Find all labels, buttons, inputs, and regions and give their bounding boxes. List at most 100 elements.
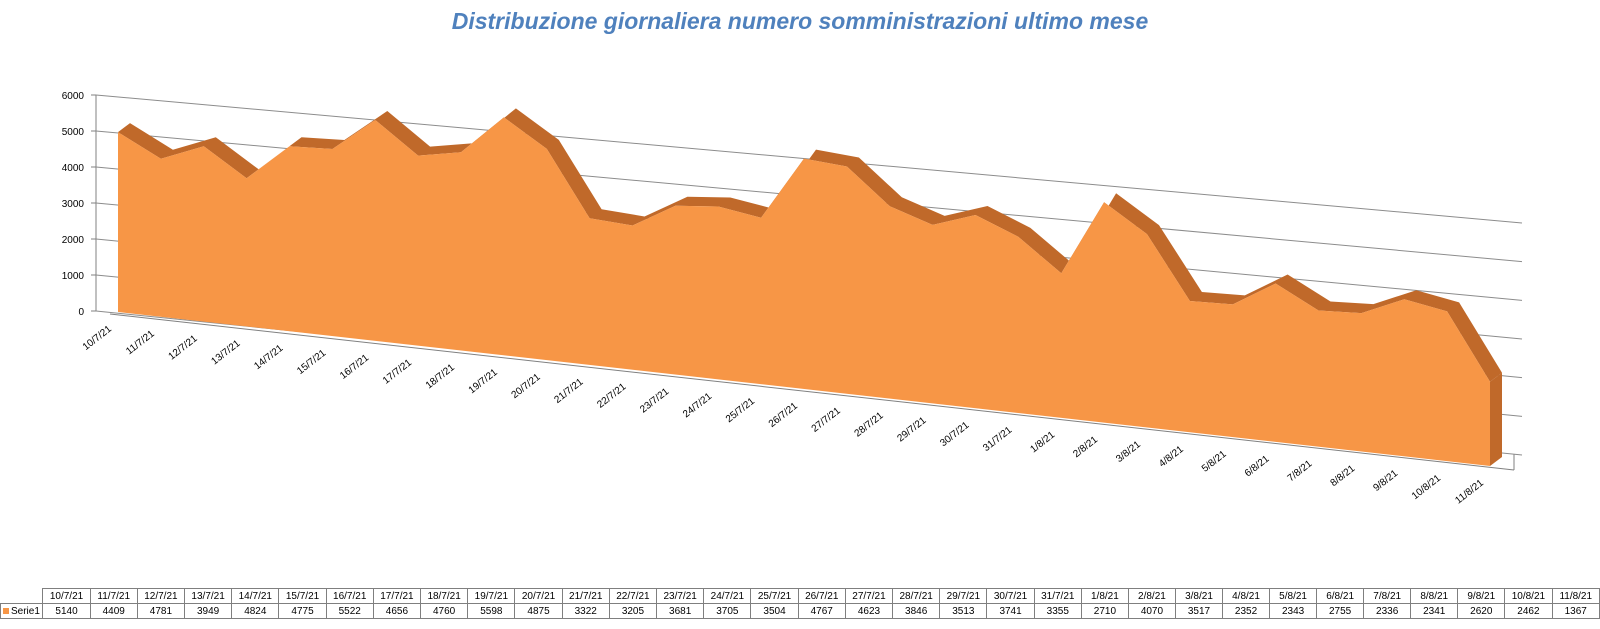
data-table-row: Serie1 5140 4409 4781 3949 4824 4775 5522 4656 47… xyxy=(0,603,1600,619)
legend-series-name: Serie1 xyxy=(11,605,40,617)
x-tick-label: 6/8/21 xyxy=(1243,453,1272,479)
table-header-cell: 28/7/21 xyxy=(892,588,941,604)
x-tick-label: 28/7/21 xyxy=(853,410,886,439)
table-value-cell: 2755 xyxy=(1316,603,1365,619)
table-value-cell: 1367 xyxy=(1551,603,1600,619)
x-axis-line xyxy=(109,313,1515,471)
table-header-cell: 26/7/21 xyxy=(797,588,846,604)
x-tick-label: 7/8/21 xyxy=(1286,458,1315,484)
table-value-cell: 4070 xyxy=(1127,603,1176,619)
area-series xyxy=(117,108,1502,467)
x-tick-label: 14/7/21 xyxy=(252,343,285,372)
table-header-cell: 15/7/21 xyxy=(278,588,327,604)
table-header-cell: 17/7/21 xyxy=(372,588,422,604)
x-tick-label: 3/8/21 xyxy=(1114,439,1143,465)
table-value-cell: 2462 xyxy=(1504,603,1553,619)
y-tick-label: 1000 xyxy=(62,271,85,282)
table-header-cell: 30/7/21 xyxy=(986,588,1035,604)
table-value-cell: 4409 xyxy=(89,603,138,619)
table-header-cell: 5/8/21 xyxy=(1269,588,1318,604)
gridline xyxy=(95,94,1523,224)
x-tick-label: 10/8/21 xyxy=(1410,473,1443,502)
table-header-cell: 31/7/21 xyxy=(1033,588,1082,604)
x-tick-label: 11/7/21 xyxy=(124,328,157,357)
table-header-cell: 18/7/21 xyxy=(420,588,469,604)
table-header-cell: 16/7/21 xyxy=(325,588,374,604)
x-tick-label: 13/7/21 xyxy=(209,338,242,367)
table-header-cell: 8/8/21 xyxy=(1410,588,1459,604)
table-value-cell: 3741 xyxy=(986,603,1035,619)
x-tick-label: 2/8/21 xyxy=(1071,434,1100,460)
table-header-cell: 19/7/21 xyxy=(467,588,516,604)
x-tick-label: 27/7/21 xyxy=(810,405,843,434)
table-value-cell: 4767 xyxy=(797,603,846,619)
table-value-cell: 4775 xyxy=(278,603,327,619)
y-tick-label: 3000 xyxy=(62,199,85,210)
table-value-cell: 5598 xyxy=(467,603,516,619)
table-header-cell: 11/8/21 xyxy=(1551,588,1600,604)
data-table-header-row: 10/7/21 11/7/21 12/7/21 13/7/21 14/7/21 15/7/… xyxy=(0,588,1600,604)
x-tick-label: 10/7/21 xyxy=(81,323,114,352)
table-header-cell: 4/8/21 xyxy=(1222,588,1271,604)
x-tick-label: 20/7/21 xyxy=(510,372,543,401)
table-header-cell: 20/7/21 xyxy=(514,588,563,604)
table-header-cell: 1/8/21 xyxy=(1080,588,1129,604)
table-header-cell: 11/7/21 xyxy=(89,588,138,604)
table-header-cell: 12/7/21 xyxy=(136,588,186,604)
x-tick-label: 23/7/21 xyxy=(638,386,671,415)
y-tick-label: 5000 xyxy=(62,127,85,138)
y-tick-label: 4000 xyxy=(62,163,85,174)
x-tick-label: 11/8/21 xyxy=(1453,477,1486,506)
table-value-cell: 3517 xyxy=(1174,603,1224,619)
table-value-cell: 4656 xyxy=(372,603,422,619)
table-value-cell: 3322 xyxy=(561,603,610,619)
table-value-cell: 2341 xyxy=(1410,603,1459,619)
table-value-cell: 2620 xyxy=(1457,603,1506,619)
table-value-cell: 2336 xyxy=(1363,603,1412,619)
x-tick-label: 12/7/21 xyxy=(167,333,200,362)
area-side-face xyxy=(1490,372,1502,466)
x-tick-label: 21/7/21 xyxy=(552,376,585,405)
table-value-cell: 3949 xyxy=(184,603,233,619)
table-value-cell: 3681 xyxy=(656,603,705,619)
table-header-cell: 23/7/21 xyxy=(656,588,705,604)
table-value-cell: 4824 xyxy=(231,603,280,619)
table-header-cell: 13/7/21 xyxy=(184,588,233,604)
table-value-cell: 3513 xyxy=(939,603,988,619)
x-tick-label: 19/7/21 xyxy=(467,367,500,396)
table-value-cell: 3504 xyxy=(750,603,799,619)
table-header-cell: 14/7/21 xyxy=(231,588,280,604)
table-value-cell: 4623 xyxy=(844,603,894,619)
table-value-cell: 3705 xyxy=(703,603,752,619)
y-tick-label: 6000 xyxy=(62,91,85,102)
table-value-cell: 5522 xyxy=(325,603,374,619)
y-tick-label: 0 xyxy=(78,307,84,318)
x-tick-label: 4/8/21 xyxy=(1157,444,1186,470)
y-axis-ticks: 0 1000 2000 3000 4000 5000 6000 xyxy=(62,91,96,318)
area-chart-3d: 0 1000 2000 3000 4000 5000 6000 10/7/21 11/7/21… xyxy=(62,91,1523,506)
x-tick-label: 17/7/21 xyxy=(381,357,414,386)
table-header-cell: 10/7/21 xyxy=(42,588,91,604)
x-tick-label: 8/8/21 xyxy=(1329,463,1358,489)
x-tick-label: 9/8/21 xyxy=(1371,468,1400,494)
table-header-cell: 2/8/21 xyxy=(1127,588,1176,604)
table-value-cell: 3355 xyxy=(1033,603,1082,619)
x-tick-label: 15/7/21 xyxy=(295,347,328,376)
legend-key-icon xyxy=(3,607,9,614)
table-value-cell: 3205 xyxy=(608,603,658,619)
table-value-cell: 5140 xyxy=(42,603,91,619)
table-header-cell: 21/7/21 xyxy=(561,588,610,604)
table-header-cell: 3/8/21 xyxy=(1174,588,1224,604)
table-header-cell: 27/7/21 xyxy=(844,588,894,604)
y-tick-label: 2000 xyxy=(62,235,85,246)
chart-title: Distribuzione giornaliera numero sommini… xyxy=(451,8,1149,34)
data-table: 10/7/21 11/7/21 12/7/21 13/7/21 14/7/21 15/7/… xyxy=(0,588,1600,619)
x-tick-label: 29/7/21 xyxy=(895,415,928,444)
table-header-cell: 24/7/21 xyxy=(703,588,752,604)
table-header-cell: 25/7/21 xyxy=(750,588,799,604)
x-tick-label: 1/8/21 xyxy=(1028,429,1057,455)
table-value-cell: 3846 xyxy=(892,603,941,619)
area-front-face xyxy=(118,117,1490,467)
table-header-cell: 7/8/21 xyxy=(1363,588,1412,604)
table-value-cell: 4875 xyxy=(514,603,563,619)
